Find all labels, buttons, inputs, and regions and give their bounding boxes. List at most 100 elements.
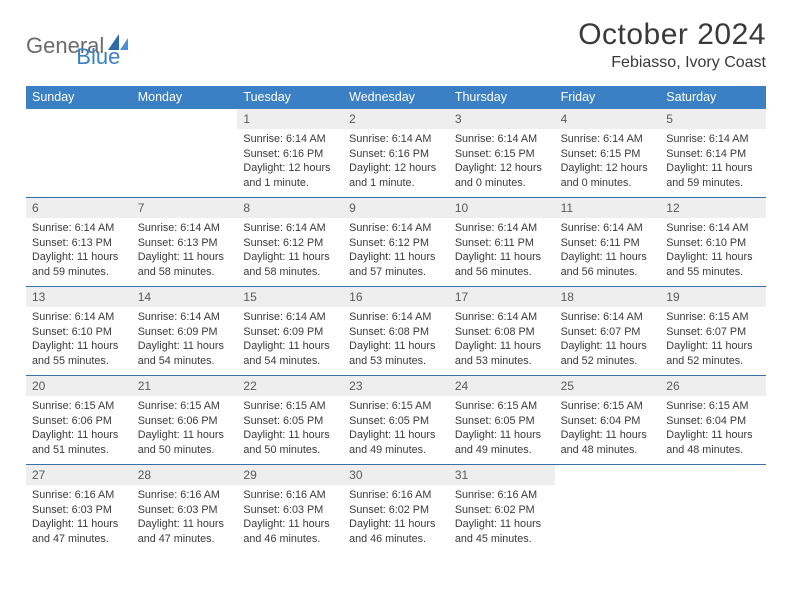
day-body: Sunrise: 6:16 AMSunset: 6:03 PMDaylight:… [26, 485, 132, 546]
day-body: Sunrise: 6:14 AMSunset: 6:11 PMDaylight:… [555, 218, 661, 279]
sunset-text: Sunset: 6:16 PM [243, 147, 337, 162]
day-number: 4 [555, 109, 661, 129]
sunset-text: Sunset: 6:09 PM [138, 325, 232, 340]
day-body: Sunrise: 6:14 AMSunset: 6:13 PMDaylight:… [26, 218, 132, 279]
sunset-text: Sunset: 6:14 PM [666, 147, 760, 162]
day-number: 16 [343, 287, 449, 307]
day-number: 27 [26, 465, 132, 485]
day-cell: 26Sunrise: 6:15 AMSunset: 6:04 PMDayligh… [660, 376, 766, 464]
sunset-text: Sunset: 6:12 PM [243, 236, 337, 251]
daylight-text: Daylight: 11 hours and 54 minutes. [138, 339, 232, 368]
month-title: October 2024 [578, 18, 766, 52]
daylight-text: Daylight: 11 hours and 52 minutes. [666, 339, 760, 368]
day-body: Sunrise: 6:14 AMSunset: 6:16 PMDaylight:… [343, 129, 449, 190]
day-number: 29 [237, 465, 343, 485]
day-body: Sunrise: 6:15 AMSunset: 6:06 PMDaylight:… [26, 396, 132, 457]
daylight-text: Daylight: 11 hours and 52 minutes. [561, 339, 655, 368]
day-cell: 22Sunrise: 6:15 AMSunset: 6:05 PMDayligh… [237, 376, 343, 464]
sunrise-text: Sunrise: 6:14 AM [455, 310, 549, 325]
sunrise-text: Sunrise: 6:16 AM [455, 488, 549, 503]
sunset-text: Sunset: 6:03 PM [32, 503, 126, 518]
day-body: Sunrise: 6:16 AMSunset: 6:03 PMDaylight:… [132, 485, 238, 546]
day-number: 30 [343, 465, 449, 485]
sunrise-text: Sunrise: 6:14 AM [561, 132, 655, 147]
sunrise-text: Sunrise: 6:14 AM [666, 221, 760, 236]
daylight-text: Daylight: 11 hours and 53 minutes. [349, 339, 443, 368]
daylight-text: Daylight: 11 hours and 55 minutes. [32, 339, 126, 368]
day-body: Sunrise: 6:15 AMSunset: 6:05 PMDaylight:… [343, 396, 449, 457]
day-number: 26 [660, 376, 766, 396]
sunrise-text: Sunrise: 6:14 AM [243, 221, 337, 236]
location: Febiasso, Ivory Coast [578, 54, 766, 72]
sunrise-text: Sunrise: 6:14 AM [32, 221, 126, 236]
week-row: 6Sunrise: 6:14 AMSunset: 6:13 PMDaylight… [26, 198, 766, 287]
day-cell: 3Sunrise: 6:14 AMSunset: 6:15 PMDaylight… [449, 109, 555, 197]
sunset-text: Sunset: 6:05 PM [243, 414, 337, 429]
day-number: 8 [237, 198, 343, 218]
day-body: Sunrise: 6:14 AMSunset: 6:08 PMDaylight:… [343, 307, 449, 368]
day-cell: 1Sunrise: 6:14 AMSunset: 6:16 PMDaylight… [237, 109, 343, 197]
daylight-text: Daylight: 11 hours and 48 minutes. [666, 428, 760, 457]
sunset-text: Sunset: 6:04 PM [666, 414, 760, 429]
day-number: 21 [132, 376, 238, 396]
daylight-text: Daylight: 11 hours and 47 minutes. [138, 517, 232, 546]
sunrise-text: Sunrise: 6:14 AM [349, 221, 443, 236]
dow-label: Wednesday [343, 86, 449, 109]
daylight-text: Daylight: 11 hours and 59 minutes. [32, 250, 126, 279]
dow-label: Friday [555, 86, 661, 109]
sunset-text: Sunset: 6:13 PM [138, 236, 232, 251]
day-cell: 31Sunrise: 6:16 AMSunset: 6:02 PMDayligh… [449, 465, 555, 553]
day-number: 5 [660, 109, 766, 129]
daylight-text: Daylight: 11 hours and 58 minutes. [138, 250, 232, 279]
daylight-text: Daylight: 11 hours and 50 minutes. [138, 428, 232, 457]
day-number: 28 [132, 465, 238, 485]
sunrise-text: Sunrise: 6:15 AM [243, 399, 337, 414]
day-number: 15 [237, 287, 343, 307]
sunset-text: Sunset: 6:11 PM [561, 236, 655, 251]
sunrise-text: Sunrise: 6:14 AM [666, 132, 760, 147]
daylight-text: Daylight: 11 hours and 51 minutes. [32, 428, 126, 457]
sunrise-text: Sunrise: 6:16 AM [32, 488, 126, 503]
day-cell: 21Sunrise: 6:15 AMSunset: 6:06 PMDayligh… [132, 376, 238, 464]
daylight-text: Daylight: 11 hours and 59 minutes. [666, 161, 760, 190]
day-cell: 16Sunrise: 6:14 AMSunset: 6:08 PMDayligh… [343, 287, 449, 375]
day-number: 11 [555, 198, 661, 218]
sunset-text: Sunset: 6:08 PM [349, 325, 443, 340]
day-body: Sunrise: 6:14 AMSunset: 6:14 PMDaylight:… [660, 129, 766, 190]
sunrise-text: Sunrise: 6:14 AM [455, 221, 549, 236]
day-number: 3 [449, 109, 555, 129]
day-number: 31 [449, 465, 555, 485]
daylight-text: Daylight: 11 hours and 54 minutes. [243, 339, 337, 368]
day-number: 20 [26, 376, 132, 396]
sunrise-text: Sunrise: 6:15 AM [32, 399, 126, 414]
day-cell: 29Sunrise: 6:16 AMSunset: 6:03 PMDayligh… [237, 465, 343, 553]
day-number: 2 [343, 109, 449, 129]
sunset-text: Sunset: 6:13 PM [32, 236, 126, 251]
day-number: 10 [449, 198, 555, 218]
day-cell: 11Sunrise: 6:14 AMSunset: 6:11 PMDayligh… [555, 198, 661, 286]
day-number: 22 [237, 376, 343, 396]
day-cell: 28Sunrise: 6:16 AMSunset: 6:03 PMDayligh… [132, 465, 238, 553]
sunrise-text: Sunrise: 6:16 AM [138, 488, 232, 503]
sunset-text: Sunset: 6:11 PM [455, 236, 549, 251]
sunrise-text: Sunrise: 6:16 AM [349, 488, 443, 503]
daylight-text: Daylight: 12 hours and 0 minutes. [455, 161, 549, 190]
sunset-text: Sunset: 6:09 PM [243, 325, 337, 340]
week-row: 27Sunrise: 6:16 AMSunset: 6:03 PMDayligh… [26, 465, 766, 553]
daylight-text: Daylight: 11 hours and 45 minutes. [455, 517, 549, 546]
day-cell: 8 Sunrise: 6:14 AMSunset: 6:12 PMDaylight… [237, 198, 343, 286]
day-cell: 19Sunrise: 6:15 AMSunset: 6:07 PMDayligh… [660, 287, 766, 375]
day-body: Sunrise: 6:14 AMSunset: 6:13 PMDaylight:… [132, 218, 238, 279]
day-of-week-header: SundayMondayTuesdayWednesdayThursdayFrid… [26, 86, 766, 109]
day-cell: 18Sunrise: 6:14 AMSunset: 6:07 PMDayligh… [555, 287, 661, 375]
sunrise-text: Sunrise: 6:16 AM [243, 488, 337, 503]
day-cell: 7Sunrise: 6:14 AMSunset: 6:13 PMDaylight… [132, 198, 238, 286]
sunset-text: Sunset: 6:03 PM [243, 503, 337, 518]
day-cell: 15Sunrise: 6:14 AMSunset: 6:09 PMDayligh… [237, 287, 343, 375]
sunset-text: Sunset: 6:12 PM [349, 236, 443, 251]
day-number: 13 [26, 287, 132, 307]
day-body: Sunrise: 6:14 AMSunset: 6:09 PMDaylight:… [237, 307, 343, 368]
daylight-text: Daylight: 11 hours and 58 minutes. [243, 250, 337, 279]
sunrise-text: Sunrise: 6:14 AM [561, 310, 655, 325]
day-body: Sunrise: 6:14 AMSunset: 6:12 PMDaylight:… [343, 218, 449, 279]
